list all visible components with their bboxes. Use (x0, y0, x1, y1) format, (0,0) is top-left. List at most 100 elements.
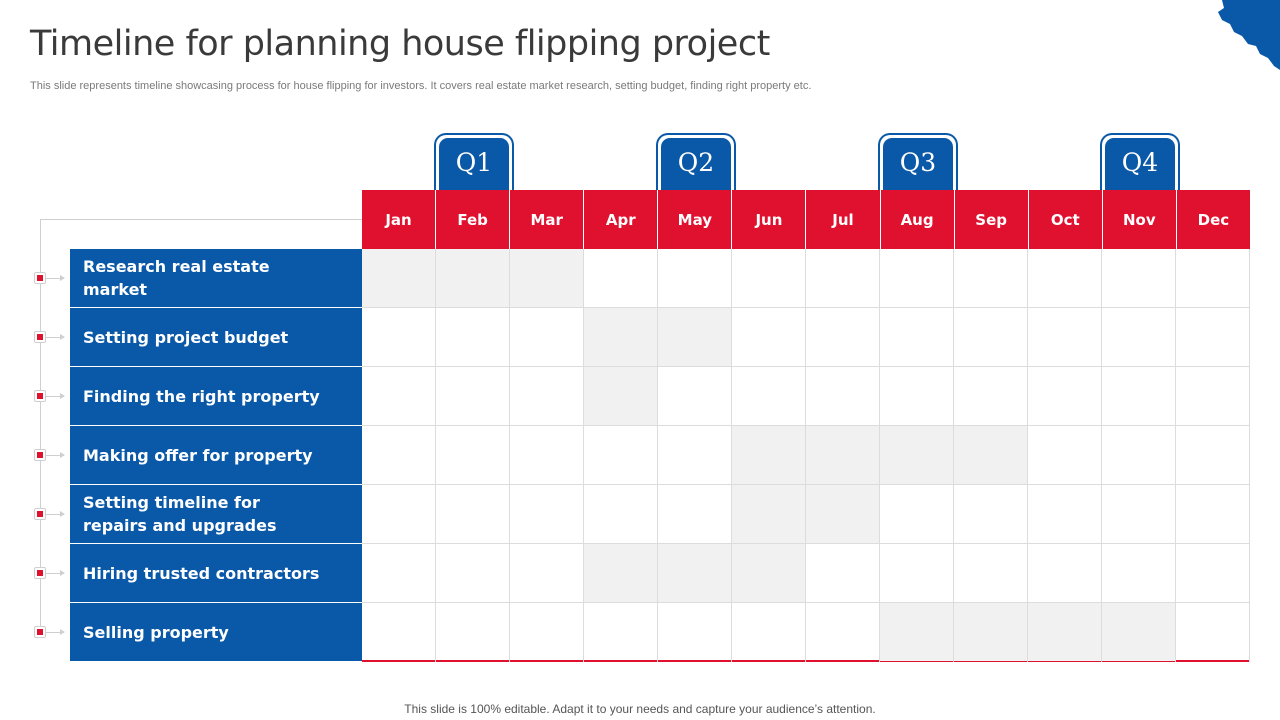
grid-cell (732, 485, 806, 544)
grid-cell (1028, 308, 1102, 367)
task-label: Setting project budget (70, 308, 362, 366)
timeline-row (362, 308, 1250, 367)
quarter-label: Q3 (883, 138, 953, 190)
month-header-apr: Apr (583, 190, 657, 249)
month-header-feb: Feb (435, 190, 509, 249)
grid-cell (436, 426, 510, 485)
bullet-marker-icon (34, 449, 46, 461)
month-header-nov: Nov (1101, 190, 1176, 249)
grid-cell (1102, 603, 1176, 662)
grid-cell (1102, 485, 1176, 544)
grid-cell (1102, 367, 1176, 426)
task-label: Hiring trusted contractors (70, 544, 362, 602)
grid-cell (510, 544, 584, 603)
grid-cell (732, 308, 806, 367)
grid-cell (362, 544, 436, 603)
grid-cell (436, 367, 510, 426)
month-header-aug: Aug (879, 190, 954, 249)
grid-cell (1176, 544, 1250, 603)
grid-cell (806, 426, 880, 485)
grid-cell (510, 367, 584, 426)
quarter-label: Q2 (661, 138, 731, 190)
bullet-marker-icon (34, 508, 46, 520)
arrow-right-icon (46, 629, 65, 635)
grid-cell (362, 603, 436, 662)
month-header-sep: Sep (953, 190, 1028, 249)
task-duration-bar (880, 603, 1176, 661)
grid-cell (1028, 367, 1102, 426)
slide-title: Timeline for planning house flipping pro… (30, 24, 770, 64)
bullet-marker-icon (34, 567, 46, 579)
task-duration-bar (584, 367, 658, 425)
grid-cell (1028, 249, 1102, 308)
grid-cell (362, 308, 436, 367)
grid-cell (954, 426, 1028, 485)
grid-cell (584, 485, 658, 544)
grid-cell (1176, 367, 1250, 426)
grid-cell (362, 485, 436, 544)
task-duration-bar (362, 249, 584, 307)
task-duration-bar (584, 308, 732, 366)
grid-cell (954, 544, 1028, 603)
grid-cell (880, 485, 954, 544)
grid-cell (954, 603, 1028, 662)
timeline-row (362, 426, 1250, 485)
grid-cell (880, 603, 954, 662)
grid-cell (584, 308, 658, 367)
grid-cell (954, 367, 1028, 426)
task-label: Setting timeline for repairs and upgrade… (70, 485, 362, 543)
grid-cell (362, 367, 436, 426)
arrow-right-icon (46, 393, 65, 399)
arrow-right-icon (46, 570, 65, 576)
grid-cell (658, 308, 732, 367)
grid-cell (1102, 249, 1176, 308)
grid-cell (1176, 485, 1250, 544)
grid-cell (1176, 308, 1250, 367)
month-header-jul: Jul (805, 190, 879, 249)
grid-cell (880, 544, 954, 603)
grid-cell (1102, 426, 1176, 485)
task-duration-bar (732, 426, 1028, 484)
month-header-jun: Jun (731, 190, 805, 249)
grid-cell (806, 367, 880, 426)
arrow-right-icon (46, 334, 65, 340)
map-decoration-icon (1218, 0, 1280, 70)
task-label: Research real estate market (70, 249, 362, 307)
grid-cell (806, 308, 880, 367)
grid-cell (658, 249, 732, 308)
slide-subtitle: This slide represents timeline showcasin… (30, 80, 812, 92)
quarter-tab-q2: Q2 (656, 133, 736, 190)
grid-cell (658, 367, 732, 426)
grid-cell (732, 426, 806, 485)
timeline-grid (362, 249, 1250, 662)
task-label: Selling property (70, 603, 362, 661)
grid-cell (584, 367, 658, 426)
month-header-oct: Oct (1027, 190, 1102, 249)
bracket-line (40, 219, 362, 220)
grid-cell (1028, 544, 1102, 603)
grid-cell (954, 485, 1028, 544)
bullet-marker-icon (34, 331, 46, 343)
grid-cell (658, 485, 732, 544)
grid-cell (954, 249, 1028, 308)
grid-cell (436, 308, 510, 367)
bullet-marker-icon (34, 390, 46, 402)
timeline-row (362, 367, 1250, 426)
task-label: Making offer for property (70, 426, 362, 484)
slide-footer: This slide is 100% editable. Adapt it to… (404, 702, 876, 716)
bracket-line (40, 219, 41, 633)
grid-cell (806, 544, 880, 603)
grid-cell (436, 603, 510, 662)
grid-cell (732, 249, 806, 308)
grid-cell (658, 603, 732, 662)
month-header-dec: Dec (1175, 190, 1250, 249)
grid-cell (806, 249, 880, 308)
grid-cell (584, 544, 658, 603)
grid-cell (1028, 426, 1102, 485)
grid-cell (1028, 485, 1102, 544)
bullet-marker-icon (34, 626, 46, 638)
arrow-right-icon (46, 511, 65, 517)
grid-cell (510, 249, 584, 308)
arrow-right-icon (46, 275, 65, 281)
grid-cell (732, 603, 806, 662)
